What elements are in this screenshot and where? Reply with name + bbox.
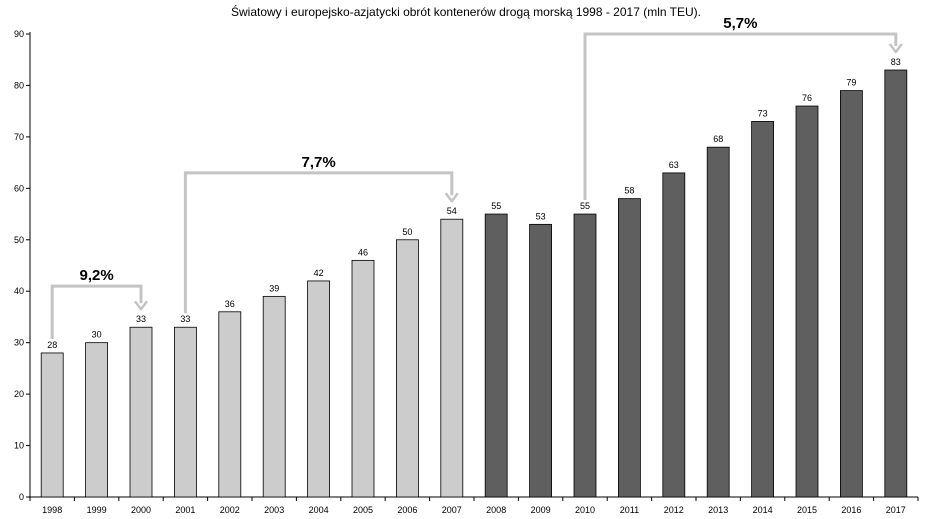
x-tick-label: 2012 [664, 505, 684, 515]
bar [795, 105, 819, 498]
growth-annotation-group: 9,2% 7,7% 5,7% [50, 15, 903, 339]
growth-bracket [183, 171, 454, 314]
x-tick-label: 2016 [841, 505, 861, 515]
chart-title: Światowy i europejsko-azjatycki obrót ko… [231, 4, 701, 19]
data-label: 30 [92, 330, 102, 340]
x-tick-label: 2010 [575, 505, 595, 515]
x-tick-label: 2008 [486, 505, 506, 515]
x-tick-label: 2003 [264, 505, 284, 515]
growth-bracket [583, 32, 898, 201]
x-tick-label: 2013 [708, 505, 728, 515]
x-tick-label: 2001 [175, 505, 195, 515]
arrow-head [444, 192, 459, 203]
y-tick-label: 90 [14, 29, 24, 39]
x-tick-label: 2000 [131, 505, 151, 515]
bar [573, 213, 597, 498]
growth-rate-label: 9,2% [79, 267, 113, 284]
x-tick-label: 2015 [797, 505, 817, 515]
x-tick-label: 1999 [87, 505, 107, 515]
bar [307, 280, 331, 498]
x-tick-label: 2007 [442, 505, 462, 515]
y-tick-label: 80 [14, 80, 24, 90]
data-label: 68 [713, 134, 723, 144]
bar [85, 342, 108, 498]
x-tick-label: 2006 [397, 505, 417, 515]
y-tick-label: 30 [14, 338, 24, 348]
y-tick-label: 40 [14, 286, 24, 296]
bar [40, 352, 64, 498]
data-label: 58 [624, 186, 634, 196]
bar [706, 146, 730, 498]
x-tick-label: 2011 [620, 505, 639, 515]
value-label-group: 28 30 33 33 36 39 42 46 50 54 55 53 55 58 63 68 73 76 79 83 [47, 57, 901, 350]
data-label: 46 [358, 247, 368, 257]
bar [395, 239, 419, 498]
bar [351, 259, 375, 498]
data-label: 50 [402, 227, 412, 237]
data-label: 54 [447, 206, 457, 216]
data-label: 33 [180, 314, 190, 324]
x-tick-label: 1998 [42, 505, 62, 515]
bar [484, 213, 508, 498]
y-tick-label: 50 [14, 235, 24, 245]
bar [618, 198, 641, 498]
data-label: 79 [846, 78, 856, 88]
data-label: 39 [269, 283, 279, 293]
arrow-head [888, 43, 903, 54]
y-tick-label: 20 [14, 389, 24, 399]
x-tick-label: 2014 [753, 505, 773, 515]
data-label: 73 [758, 108, 768, 118]
bar [840, 90, 863, 498]
growth-rate-label: 5,7% [723, 15, 757, 32]
y-tick-label: 10 [14, 441, 24, 451]
x-tick-label: 2009 [531, 505, 551, 515]
x-tick-label: 2005 [353, 505, 373, 515]
y-tick-label: 0 [19, 492, 24, 502]
data-label: 28 [47, 340, 57, 350]
data-label: 42 [314, 268, 324, 278]
bar [218, 311, 242, 498]
data-label: 36 [225, 299, 235, 309]
data-label: 55 [580, 201, 590, 211]
x-tick-label: 2002 [220, 505, 240, 515]
y-tick-label: 70 [14, 132, 24, 142]
y-tick-label: 60 [14, 183, 24, 193]
arrow-head [134, 300, 148, 311]
bar [751, 121, 774, 498]
data-label: 76 [802, 93, 812, 103]
data-label: 83 [891, 57, 901, 67]
x-tick-label: 2004 [309, 505, 329, 515]
data-label: 55 [491, 201, 501, 211]
bar [529, 223, 552, 498]
growth-rate-label: 7,7% [301, 154, 335, 171]
bar [129, 326, 153, 498]
bar [173, 326, 197, 498]
growth-bracket [50, 284, 143, 339]
data-label: 53 [536, 211, 546, 221]
bar [884, 69, 908, 498]
bar-group [40, 69, 908, 498]
data-label: 33 [136, 314, 146, 324]
bar [440, 218, 464, 498]
bar [262, 295, 286, 498]
x-tick-label: 2017 [886, 505, 906, 515]
data-label: 63 [669, 160, 679, 170]
bar [662, 172, 686, 498]
